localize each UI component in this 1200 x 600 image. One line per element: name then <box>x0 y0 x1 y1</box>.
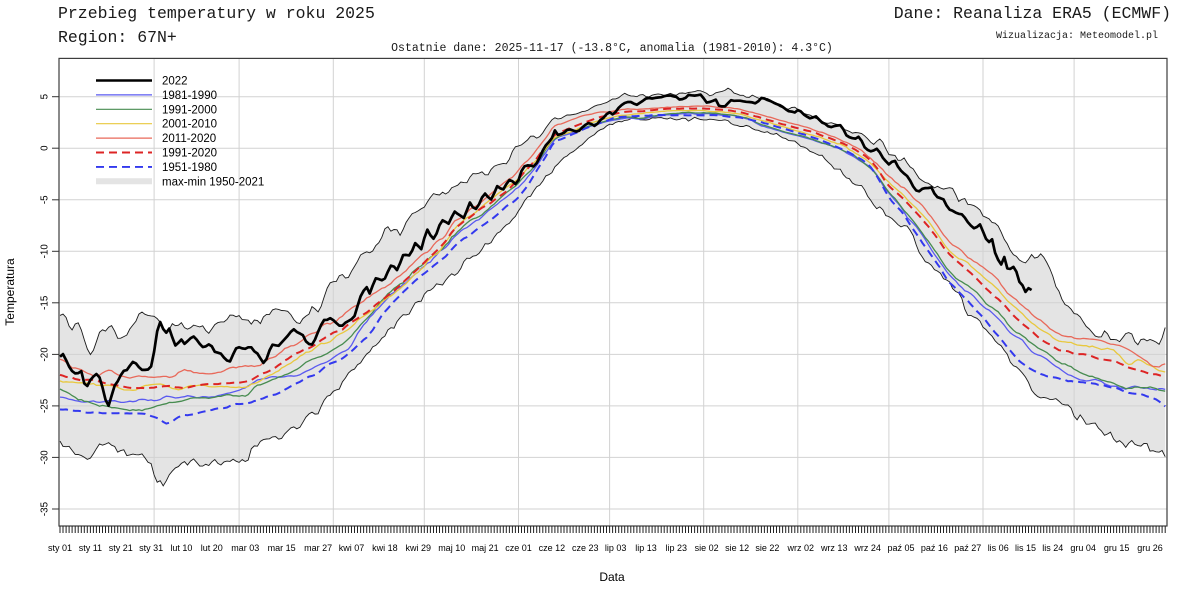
svg-text:Przebieg temperatury w roku 20: Przebieg temperatury w roku 2025 <box>58 4 375 23</box>
svg-text:-10: -10 <box>40 244 51 259</box>
svg-text:maj 21: maj 21 <box>472 543 499 553</box>
svg-text:max-min 1950-2021: max-min 1950-2021 <box>162 176 264 188</box>
svg-text:sie 02: sie 02 <box>695 543 719 553</box>
svg-text:cze 12: cze 12 <box>539 543 566 553</box>
svg-text:lis 15: lis 15 <box>1015 543 1036 553</box>
svg-text:wrz 24: wrz 24 <box>853 543 881 553</box>
svg-text:mar 15: mar 15 <box>268 543 296 553</box>
svg-text:sty 21: sty 21 <box>109 543 133 553</box>
svg-text:Region: 67N+: Region: 67N+ <box>58 28 177 47</box>
svg-text:1991-2020: 1991-2020 <box>162 148 217 160</box>
svg-text:-20: -20 <box>40 347 51 362</box>
svg-text:5: 5 <box>40 93 51 99</box>
svg-text:lis 24: lis 24 <box>1042 543 1063 553</box>
svg-text:-35: -35 <box>40 501 51 516</box>
svg-text:mar 27: mar 27 <box>304 543 332 553</box>
svg-text:Dane: Reanaliza ERA5 (ECMWF): Dane: Reanaliza ERA5 (ECMWF) <box>894 4 1171 23</box>
svg-text:1951-1980: 1951-1980 <box>162 162 217 174</box>
svg-text:Data: Data <box>599 570 625 584</box>
svg-text:maj 10: maj 10 <box>438 543 465 553</box>
svg-text:-5: -5 <box>40 195 51 204</box>
svg-text:wrz 02: wrz 02 <box>787 543 815 553</box>
svg-text:lip 23: lip 23 <box>666 543 688 553</box>
svg-text:kwi 18: kwi 18 <box>372 543 398 553</box>
svg-text:2011-2020: 2011-2020 <box>162 133 216 145</box>
svg-text:1991-2000: 1991-2000 <box>162 104 217 116</box>
svg-text:cze 23: cze 23 <box>572 543 599 553</box>
svg-text:-30: -30 <box>40 450 51 465</box>
svg-text:gru 04: gru 04 <box>1070 543 1096 553</box>
svg-text:1981-1990: 1981-1990 <box>162 90 217 102</box>
svg-text:sie 22: sie 22 <box>755 543 779 553</box>
svg-text:paź 27: paź 27 <box>954 543 981 553</box>
svg-text:lut 10: lut 10 <box>170 543 192 553</box>
svg-text:wrz 13: wrz 13 <box>820 543 848 553</box>
svg-text:Temperatura: Temperatura <box>3 258 17 326</box>
svg-text:sty 01: sty 01 <box>48 543 72 553</box>
svg-text:2001-2010: 2001-2010 <box>162 119 217 131</box>
svg-text:0: 0 <box>40 145 51 151</box>
svg-text:paź 16: paź 16 <box>921 543 948 553</box>
svg-text:Ostatnie dane: 2025-11-17 (-13: Ostatnie dane: 2025-11-17 (-13.8°C, anom… <box>391 42 833 55</box>
svg-text:lip 03: lip 03 <box>605 543 627 553</box>
svg-text:gru 15: gru 15 <box>1104 543 1130 553</box>
svg-text:sty 11: sty 11 <box>79 543 102 553</box>
svg-text:-25: -25 <box>40 398 51 413</box>
svg-text:paź 05: paź 05 <box>887 543 914 553</box>
svg-text:2022: 2022 <box>162 76 188 88</box>
svg-text:lut 20: lut 20 <box>201 543 223 553</box>
svg-text:kwi 07: kwi 07 <box>339 543 365 553</box>
svg-text:lis 06: lis 06 <box>988 543 1009 553</box>
svg-text:gru 26: gru 26 <box>1137 543 1163 553</box>
svg-text:sie 12: sie 12 <box>725 543 749 553</box>
svg-text:Wizualizacja: Meteomodel.pl: Wizualizacja: Meteomodel.pl <box>996 30 1158 42</box>
svg-text:mar 03: mar 03 <box>231 543 259 553</box>
svg-text:cze 01: cze 01 <box>505 543 532 553</box>
svg-text:-15: -15 <box>40 295 51 310</box>
svg-text:sty 31: sty 31 <box>139 543 163 553</box>
svg-text:kwi 29: kwi 29 <box>406 543 432 553</box>
svg-text:lip 13: lip 13 <box>635 543 657 553</box>
